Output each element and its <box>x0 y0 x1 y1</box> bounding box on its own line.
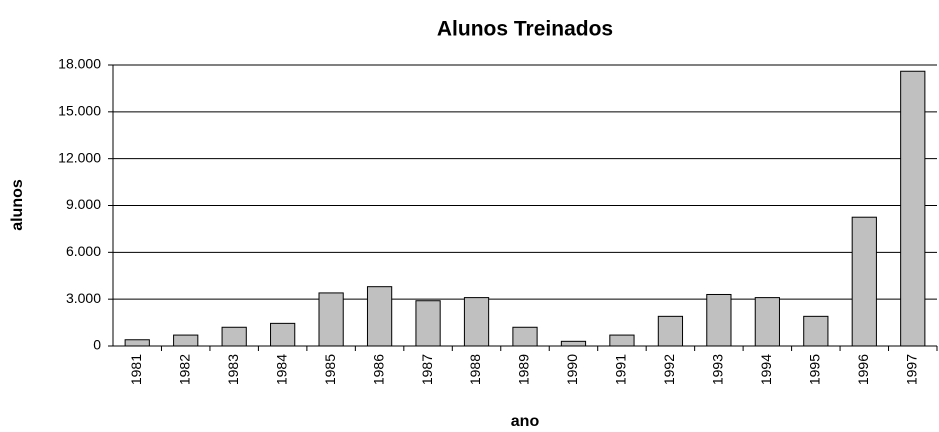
x-tick-label: 1985 <box>322 354 338 385</box>
bar <box>900 70 926 347</box>
y-tick-label: 6.000 <box>66 243 101 259</box>
x-tick-label: 1994 <box>758 354 774 385</box>
bar <box>415 300 441 347</box>
chart-title: Alunos Treinados <box>437 18 613 41</box>
y-axis-label: alunos <box>9 179 26 231</box>
bar <box>512 326 538 347</box>
bar <box>803 315 829 347</box>
bar <box>270 322 296 347</box>
bar <box>706 293 732 347</box>
x-tick-label: 1981 <box>128 354 144 385</box>
bar <box>657 315 684 347</box>
bar <box>609 334 635 347</box>
x-tick-label: 1986 <box>370 354 386 385</box>
x-tick-label: 1992 <box>661 354 677 385</box>
bar <box>318 292 344 347</box>
y-tick-label: 0 <box>93 337 101 353</box>
bar <box>173 334 199 347</box>
x-tick-label: 1995 <box>807 354 823 385</box>
y-tick-label: 18.000 <box>58 56 101 72</box>
y-tick-label: 9.000 <box>66 196 101 212</box>
bar <box>463 297 490 347</box>
x-tick-label: 1997 <box>903 354 919 385</box>
x-tick-label: 1988 <box>467 354 483 385</box>
bar <box>851 216 877 347</box>
bar <box>754 297 780 347</box>
bar <box>124 339 150 347</box>
y-tick-label: 15.000 <box>58 103 101 119</box>
x-tick-label: 1991 <box>613 354 629 385</box>
x-tick-label: 1987 <box>419 354 435 385</box>
x-tick-label: 1989 <box>516 354 532 385</box>
bar <box>221 326 247 347</box>
bar <box>366 286 393 347</box>
x-tick-label: 1996 <box>855 354 871 385</box>
x-tick-label: 1983 <box>225 354 241 385</box>
y-tick-label: 12.000 <box>58 149 101 165</box>
x-tick-label: 1993 <box>710 354 726 385</box>
x-tick-label: 1982 <box>176 354 192 385</box>
y-tick-label: 3.000 <box>66 290 101 306</box>
x-tick-label: 1984 <box>273 354 289 385</box>
x-tick-label: 1990 <box>564 354 580 385</box>
x-axis-label: ano <box>511 413 540 430</box>
bar <box>560 340 587 347</box>
